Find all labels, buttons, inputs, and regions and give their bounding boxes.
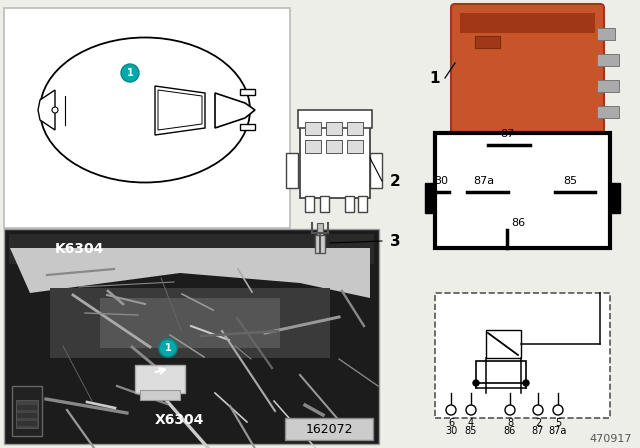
Circle shape bbox=[533, 405, 543, 415]
Circle shape bbox=[466, 405, 476, 415]
Bar bbox=[597, 28, 615, 40]
Bar bbox=[317, 223, 323, 235]
Bar bbox=[326, 140, 342, 153]
Polygon shape bbox=[158, 90, 202, 130]
Circle shape bbox=[505, 405, 515, 415]
Bar bbox=[315, 235, 325, 253]
Polygon shape bbox=[38, 90, 55, 130]
Bar bbox=[345, 196, 354, 212]
Bar bbox=[300, 123, 370, 198]
Bar bbox=[17, 421, 37, 426]
Text: 8: 8 bbox=[507, 418, 513, 428]
Bar bbox=[12, 386, 42, 436]
Bar bbox=[435, 293, 610, 418]
Circle shape bbox=[121, 64, 139, 82]
Bar bbox=[370, 153, 382, 188]
Bar bbox=[140, 390, 180, 400]
Circle shape bbox=[159, 339, 177, 357]
Text: 87: 87 bbox=[532, 426, 544, 436]
Text: 85: 85 bbox=[465, 426, 477, 436]
Text: 30: 30 bbox=[434, 176, 448, 186]
Text: 5: 5 bbox=[555, 418, 561, 428]
Text: 85: 85 bbox=[563, 176, 577, 186]
Bar bbox=[475, 36, 500, 48]
Bar bbox=[240, 124, 255, 130]
Text: 86: 86 bbox=[511, 218, 525, 228]
Circle shape bbox=[446, 405, 456, 415]
Ellipse shape bbox=[40, 38, 250, 182]
Bar bbox=[476, 361, 526, 383]
Text: 30: 30 bbox=[445, 426, 457, 436]
Bar bbox=[326, 122, 342, 135]
Bar bbox=[240, 89, 255, 95]
Text: 162072: 162072 bbox=[305, 422, 353, 435]
Text: 2: 2 bbox=[535, 418, 541, 428]
Bar bbox=[597, 80, 619, 92]
Text: 87: 87 bbox=[500, 129, 514, 139]
Bar bbox=[358, 196, 367, 212]
Bar bbox=[610, 183, 620, 213]
Circle shape bbox=[473, 380, 479, 386]
Polygon shape bbox=[155, 86, 205, 135]
Text: 2: 2 bbox=[390, 173, 401, 189]
Bar bbox=[17, 413, 37, 418]
Bar bbox=[347, 140, 363, 153]
Bar bbox=[425, 183, 435, 213]
Bar bbox=[16, 400, 38, 428]
Bar bbox=[305, 122, 321, 135]
Bar bbox=[460, 13, 595, 33]
Bar bbox=[320, 196, 329, 212]
Text: 6: 6 bbox=[448, 418, 454, 428]
Polygon shape bbox=[215, 93, 255, 128]
Bar bbox=[4, 229, 379, 444]
Text: K6304: K6304 bbox=[55, 242, 104, 256]
Text: 87a: 87a bbox=[474, 176, 495, 186]
Text: 1: 1 bbox=[164, 343, 172, 353]
Text: 470917: 470917 bbox=[589, 434, 632, 444]
Bar bbox=[486, 330, 521, 358]
Bar bbox=[347, 122, 363, 135]
Bar bbox=[597, 54, 619, 66]
Bar bbox=[285, 418, 373, 440]
Bar bbox=[597, 106, 619, 118]
Text: 86: 86 bbox=[504, 426, 516, 436]
Bar bbox=[286, 153, 298, 188]
Text: 1: 1 bbox=[127, 68, 133, 78]
Text: 3: 3 bbox=[390, 233, 401, 249]
Text: 87a: 87a bbox=[549, 426, 567, 436]
Polygon shape bbox=[10, 248, 370, 298]
Circle shape bbox=[52, 107, 58, 113]
Bar bbox=[4, 8, 290, 228]
Bar bbox=[298, 110, 372, 128]
Bar bbox=[305, 140, 321, 153]
Text: 1: 1 bbox=[429, 70, 440, 86]
Circle shape bbox=[523, 380, 529, 386]
Bar bbox=[100, 298, 280, 348]
Bar bbox=[305, 196, 314, 212]
Bar bbox=[435, 133, 610, 248]
Bar bbox=[9, 234, 374, 264]
Text: X6304: X6304 bbox=[155, 413, 204, 427]
Text: 4: 4 bbox=[468, 418, 474, 428]
Bar bbox=[50, 288, 330, 358]
Bar bbox=[17, 405, 37, 410]
Circle shape bbox=[553, 405, 563, 415]
FancyBboxPatch shape bbox=[451, 4, 604, 142]
Bar bbox=[135, 365, 185, 393]
